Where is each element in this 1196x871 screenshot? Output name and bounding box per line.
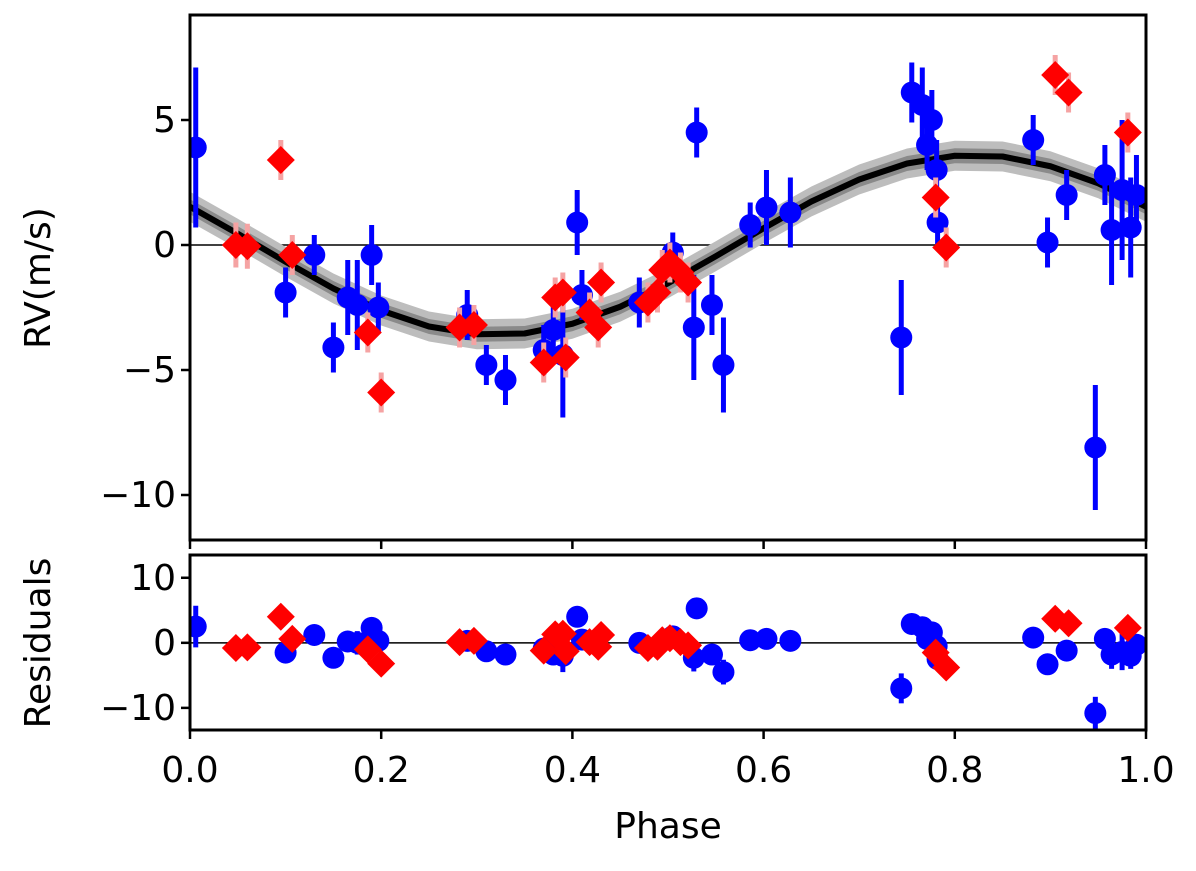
data-point <box>700 643 723 666</box>
data-point <box>1113 613 1142 642</box>
data-point <box>685 121 708 144</box>
data-point <box>551 637 580 666</box>
y-tick-label: 0 <box>153 623 176 664</box>
data-point <box>278 241 307 269</box>
data-point <box>1036 231 1059 254</box>
x-tick-label: 1.0 <box>1117 750 1174 791</box>
axes: −10 −5 0 5 −10 0 10 0.0 0.2 0.4 0.6 0.8 1.0 <box>100 13 1175 791</box>
data-point <box>916 134 939 156</box>
y-tick-label: 10 <box>130 558 176 599</box>
data-point <box>548 278 577 307</box>
data-point <box>587 268 616 297</box>
data-point <box>1084 702 1107 725</box>
data-point <box>566 605 589 628</box>
x-tick-label: 0.4 <box>544 750 601 791</box>
data-point <box>779 629 802 652</box>
data-point <box>755 627 778 650</box>
data-point <box>494 369 517 391</box>
y-tick-label: −10 <box>100 475 176 516</box>
y-axis-label: RV(m/s) <box>18 207 59 349</box>
y-tick-label: 0 <box>153 225 176 266</box>
data-point <box>1022 129 1045 151</box>
plot-frame <box>188 13 1148 542</box>
data-point <box>921 183 950 212</box>
data-point <box>367 378 396 407</box>
y-tick-label: 5 <box>153 100 176 141</box>
data-point <box>266 146 295 174</box>
data-point <box>1113 118 1142 147</box>
data-point <box>360 244 383 266</box>
data-point <box>303 244 326 266</box>
x-tick-label: 0.0 <box>161 750 218 791</box>
data-point <box>303 624 326 647</box>
x-axis-label: Phase <box>614 806 722 847</box>
data-point <box>1084 436 1107 459</box>
data-point <box>890 326 913 349</box>
data-point <box>1055 639 1078 662</box>
data-point <box>551 343 580 372</box>
data-point <box>322 336 345 359</box>
residual-axis-label: Residuals <box>18 558 59 729</box>
data-point <box>367 649 396 678</box>
data-point <box>700 294 723 316</box>
data-point <box>278 624 307 653</box>
data-point <box>779 201 802 224</box>
data-point <box>190 615 207 638</box>
data-point <box>322 646 345 669</box>
data-point <box>233 232 262 261</box>
data-point <box>459 626 488 655</box>
data-point <box>920 109 943 131</box>
data-point <box>1093 164 1116 186</box>
data-point <box>1055 184 1078 206</box>
data-point <box>1036 653 1059 676</box>
data-point <box>233 633 262 662</box>
data-point <box>548 619 577 648</box>
residual-panel <box>190 597 1146 730</box>
data-point <box>1054 78 1083 107</box>
data-point <box>932 653 961 682</box>
rv-panel <box>190 55 1146 510</box>
data-point <box>475 354 498 376</box>
data-point <box>1054 609 1083 638</box>
data-point <box>1100 219 1123 241</box>
data-point <box>459 311 488 339</box>
data-point <box>674 631 703 660</box>
data-point <box>1041 61 1070 89</box>
data-point <box>674 268 703 297</box>
data-point <box>682 316 705 339</box>
data-point <box>274 281 297 304</box>
data-point <box>367 296 390 319</box>
data-point <box>190 136 207 159</box>
data-point <box>890 677 913 700</box>
data-point <box>529 348 558 377</box>
data-point <box>739 214 762 236</box>
data-point <box>584 313 613 342</box>
data-point <box>266 602 295 631</box>
data-point <box>346 294 369 316</box>
data-point <box>925 159 948 181</box>
data-point <box>353 318 382 347</box>
data-point <box>932 233 961 262</box>
data-point <box>566 211 589 234</box>
data-point <box>1125 633 1146 656</box>
x-tick-label: 0.2 <box>353 750 410 791</box>
data-point <box>685 597 708 620</box>
data-point <box>926 211 949 234</box>
data-point <box>542 319 565 341</box>
data-point <box>1022 626 1045 649</box>
data-point <box>712 661 735 684</box>
x-tick-label: 0.6 <box>735 750 792 791</box>
data-point <box>712 354 735 376</box>
data-point <box>755 196 778 219</box>
x-tick-label: 0.8 <box>926 750 983 791</box>
data-point <box>739 629 762 652</box>
data-point <box>587 621 616 650</box>
y-tick-label: −10 <box>100 688 176 729</box>
data-point <box>494 643 517 666</box>
y-tick-label: −5 <box>123 350 176 391</box>
data-point <box>1119 216 1142 239</box>
data-point <box>643 278 672 307</box>
data-point <box>1125 184 1146 206</box>
